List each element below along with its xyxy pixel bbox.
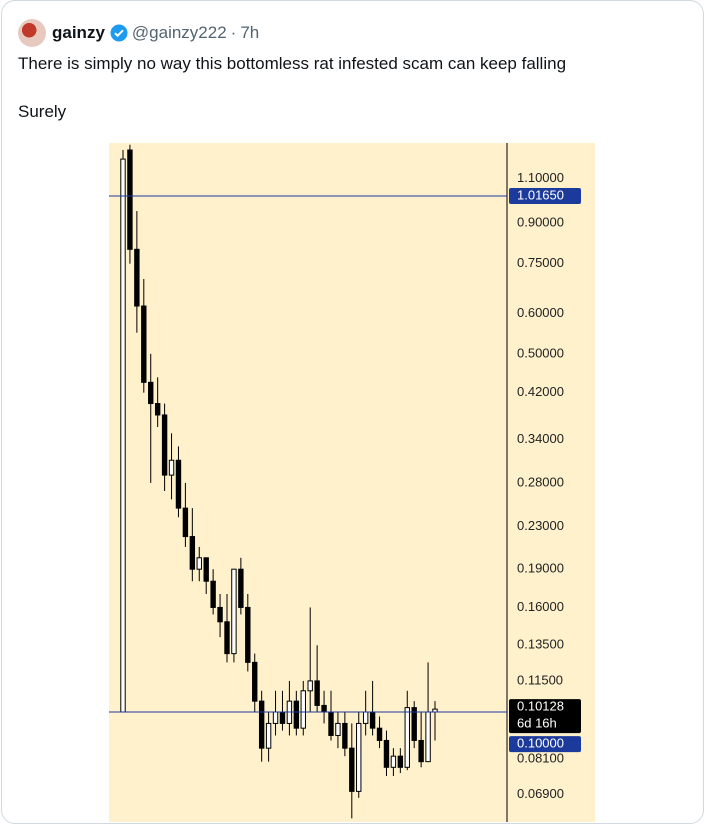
candle-body xyxy=(418,739,424,763)
candle-body xyxy=(369,711,376,729)
candle-body xyxy=(120,158,126,713)
candle-body xyxy=(231,568,237,655)
candle-body xyxy=(148,381,154,405)
separator: · xyxy=(230,23,237,42)
y-tick-label: 1.10000 xyxy=(517,170,564,185)
candle-body xyxy=(383,739,390,768)
candle-body xyxy=(279,711,286,724)
candle-body xyxy=(210,580,216,608)
candle-body xyxy=(245,606,251,663)
tweet-text: There is simply no way this bottomless r… xyxy=(18,54,567,73)
candle-body xyxy=(238,568,244,608)
candle-body xyxy=(175,459,182,509)
candle-body xyxy=(362,711,369,724)
y-tick-label: 0.08100 xyxy=(517,750,564,765)
candle-body xyxy=(252,661,258,702)
y-tick-label: 0.19000 xyxy=(517,561,564,576)
candle-body xyxy=(265,722,272,749)
author-name[interactable]: gainzy xyxy=(52,23,105,42)
candle-body xyxy=(335,722,341,736)
price-line-label: 1.01650 xyxy=(517,187,564,202)
candle-body xyxy=(224,621,230,655)
price-line-label: 0.10000 xyxy=(517,736,564,751)
y-tick-label: 0.11500 xyxy=(517,672,563,687)
candle-body xyxy=(328,711,334,736)
candle-body xyxy=(425,711,431,763)
candle-body xyxy=(189,536,196,570)
timestamp[interactable]: 7h xyxy=(240,23,260,42)
price-line-box xyxy=(509,188,581,205)
tweet-header: gainzy @gainzy222 · 7h xyxy=(18,19,259,47)
candle-body xyxy=(258,700,265,749)
candle-body xyxy=(411,707,417,741)
candle-body xyxy=(314,680,320,706)
candle-body xyxy=(203,557,209,582)
y-tick-label: 0.28000 xyxy=(517,474,564,489)
candle-body xyxy=(217,606,223,623)
candle-body xyxy=(154,403,161,416)
candle-body xyxy=(356,722,362,792)
y-tick-label: 0.13500 xyxy=(517,637,564,652)
candle-body xyxy=(390,755,397,768)
candle-body xyxy=(196,557,202,570)
y-tick-label: 0.23000 xyxy=(517,518,564,533)
y-tick-label: 0.60000 xyxy=(517,305,564,320)
last-price-label: 0.10128 xyxy=(517,699,564,714)
candle-body xyxy=(161,414,168,476)
candle-body xyxy=(321,704,327,713)
tweet-text: Surely xyxy=(18,102,67,121)
candle-body xyxy=(376,727,383,741)
candle-body xyxy=(404,707,410,768)
candle-body xyxy=(342,722,348,749)
candle-body xyxy=(307,680,313,692)
candle-body xyxy=(134,248,140,307)
verified-badge xyxy=(110,24,128,42)
candle-body xyxy=(349,747,355,792)
candle-body xyxy=(272,711,279,724)
candle-body xyxy=(168,459,175,476)
y-tick-label: 0.34000 xyxy=(517,431,564,446)
author-handle[interactable]: @gainzy222 xyxy=(131,23,227,42)
y-tick-label: 0.50000 xyxy=(517,345,564,360)
candle-body xyxy=(182,507,189,538)
y-tick-label: 0.06900 xyxy=(517,786,564,801)
countdown-label: 6d 16h xyxy=(517,716,557,731)
price-line-box xyxy=(509,736,581,753)
y-tick-label: 0.90000 xyxy=(517,215,564,230)
y-tick-label: 0.75000 xyxy=(517,255,564,270)
candle-body xyxy=(293,700,300,729)
last-price-box xyxy=(509,699,581,734)
candle-body xyxy=(141,305,147,383)
avatar[interactable] xyxy=(18,19,46,47)
candle-body xyxy=(300,690,306,729)
y-tick-label: 0.42000 xyxy=(517,384,564,399)
candle-body xyxy=(397,755,404,768)
y-tick-label: 0.16000 xyxy=(517,599,564,614)
candle-body xyxy=(127,149,133,250)
